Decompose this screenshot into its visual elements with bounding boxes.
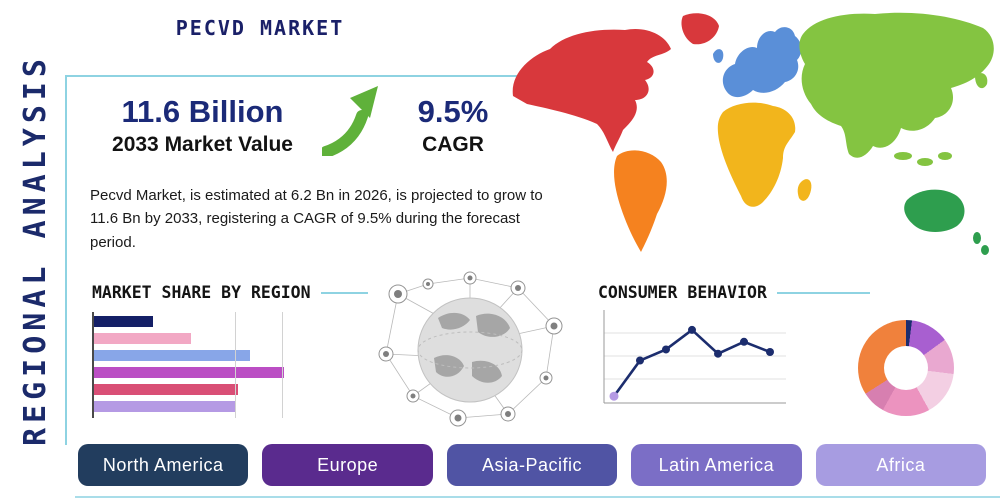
line-series bbox=[609, 325, 774, 401]
vertical-side-label: REGIONAL ANALYSIS bbox=[4, 0, 66, 500]
growth-arrow-head bbox=[350, 86, 378, 118]
market-value-label: 2033 Market Value bbox=[112, 133, 293, 156]
region-button-north-america[interactable]: North America bbox=[78, 444, 249, 486]
line-point bbox=[714, 349, 722, 358]
bar-segment bbox=[94, 350, 250, 361]
line-point bbox=[609, 391, 619, 401]
bar-chart bbox=[92, 312, 284, 418]
page-title: PECVD MARKET bbox=[175, 16, 345, 40]
map-madagascar bbox=[797, 179, 812, 201]
bar-segment bbox=[94, 333, 191, 344]
bar-gridline bbox=[282, 312, 284, 418]
map-japan bbox=[975, 73, 988, 89]
map-africa bbox=[717, 102, 796, 207]
consumer-behavior-title: CONSUMER BEHAVIOR bbox=[598, 283, 767, 302]
map-indonesia bbox=[894, 152, 952, 166]
bar-segment bbox=[94, 316, 153, 327]
growth-arrow-tail bbox=[322, 110, 368, 156]
market-value: 11.6 Billion bbox=[121, 94, 284, 129]
market-share-header: MARKET SHARE BY REGION bbox=[92, 283, 368, 302]
market-description: Pecvd Market, is estimated at 6.2 Bn in … bbox=[90, 187, 543, 251]
bar-segment bbox=[94, 367, 284, 378]
line-point bbox=[636, 356, 644, 365]
market-share-title: MARKET SHARE BY REGION bbox=[92, 283, 311, 302]
map-australia bbox=[904, 189, 965, 232]
line-point bbox=[662, 345, 670, 354]
globe-network-illustration bbox=[378, 271, 563, 427]
consumer-behavior-header: CONSUMER BEHAVIOR bbox=[598, 283, 870, 302]
cagr-label: CAGR bbox=[422, 133, 484, 156]
globe-orbit bbox=[417, 331, 523, 369]
region-buttons: North America Europe Asia-Pacific Latin Ame… bbox=[78, 444, 987, 486]
region-button-latin-america[interactable]: Latin America bbox=[631, 444, 802, 486]
bar-gridline bbox=[234, 312, 236, 418]
region-button-asia-pacific[interactable]: Asia-Pacific bbox=[446, 444, 618, 486]
network-node-dots bbox=[383, 275, 558, 422]
map-united-kingdom bbox=[713, 49, 724, 63]
bar-segment bbox=[94, 384, 239, 395]
globe-land bbox=[434, 312, 510, 383]
line-point bbox=[688, 325, 696, 334]
bar-segment bbox=[94, 401, 235, 412]
side-label-text: REGIONAL ANALYSIS bbox=[17, 53, 53, 447]
line-chart-svg bbox=[603, 310, 786, 404]
cagr-value: 9.5% bbox=[417, 94, 489, 129]
map-new-zealand bbox=[973, 232, 989, 255]
market-value-block: 11.6 Billion 2033 Market Value bbox=[95, 94, 310, 157]
cagr-block: 9.5% CAGR bbox=[398, 94, 508, 157]
stat-box-frame bbox=[65, 75, 597, 445]
globe bbox=[417, 297, 523, 403]
line-point bbox=[766, 348, 774, 356]
donut-hole bbox=[884, 346, 928, 390]
region-button-europe[interactable]: Europe bbox=[262, 444, 433, 486]
world-map bbox=[512, 12, 994, 255]
bar-list bbox=[94, 312, 284, 412]
header-rule bbox=[776, 291, 870, 294]
line-point bbox=[740, 337, 748, 346]
header-rule bbox=[320, 291, 368, 294]
donut-chart bbox=[858, 320, 954, 416]
growth-arrow-icon bbox=[322, 86, 378, 156]
bottom-accent-rule bbox=[75, 496, 1000, 498]
map-greenland bbox=[681, 13, 719, 45]
map-north-america bbox=[512, 28, 671, 152]
map-south-america bbox=[614, 150, 667, 252]
region-button-africa[interactable]: Africa bbox=[815, 444, 987, 486]
map-asia bbox=[799, 12, 994, 158]
map-europe bbox=[722, 27, 802, 98]
